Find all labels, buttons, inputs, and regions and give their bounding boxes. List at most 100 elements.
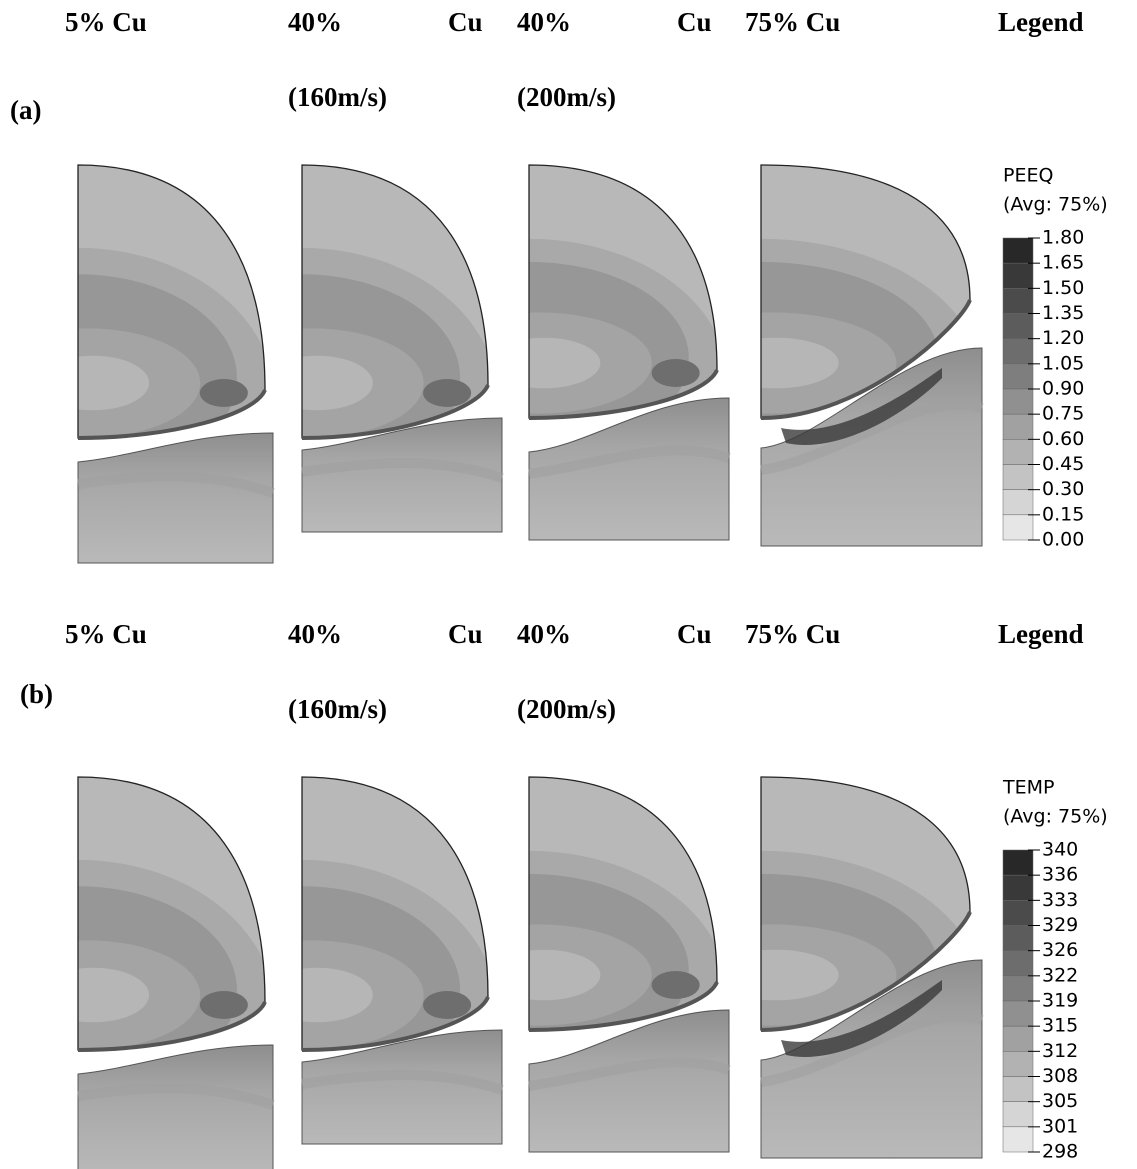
legend-label: 319 [1042, 990, 1078, 1012]
legend-label: 1.50 [1042, 277, 1084, 299]
substrate [301, 1029, 503, 1145]
legend-label: 333 [1042, 889, 1078, 911]
column-header: 40% [288, 619, 342, 649]
legend-label: 1.65 [1042, 252, 1084, 274]
panel-label: (b) [20, 679, 53, 709]
legend-label: 0.00 [1042, 529, 1084, 551]
contour-hot [651, 971, 700, 999]
legend-label: 1.80 [1042, 227, 1084, 249]
legend-label: 305 [1042, 1090, 1078, 1112]
panel: (b) 5% Cu 40% Cu (160m/s) 40% Cu (200m/s) 75% Cu… [20, 619, 1108, 1169]
substrate-band [528, 1057, 731, 1091]
hot-zone [781, 368, 942, 445]
contours [78, 859, 265, 1050]
legend-subtitle: (Avg: 75%) [1003, 806, 1108, 828]
column-header: Legend [998, 619, 1084, 649]
legend-swatch [1002, 1076, 1034, 1102]
legend-label: 0.60 [1042, 428, 1084, 450]
substrate-band [77, 471, 275, 498]
legend-label: 312 [1042, 1040, 1078, 1062]
legend-swatch [1002, 489, 1034, 516]
contours [78, 247, 265, 438]
legend-label: 1.05 [1042, 352, 1084, 374]
legend-label: 0.75 [1042, 403, 1084, 425]
legend-swatch [1002, 900, 1034, 926]
legend-swatch [1002, 237, 1034, 264]
contour-band [302, 967, 373, 1023]
substrate [77, 432, 274, 564]
column-header: Cu [448, 7, 483, 37]
contour-band [78, 274, 237, 438]
substrate [528, 397, 730, 541]
legend-label: 322 [1042, 964, 1078, 986]
rim [77, 389, 267, 440]
column-header: 40% [517, 7, 571, 37]
column-header: 40% [517, 619, 571, 649]
substrate [77, 1044, 274, 1169]
legend-label: 298 [1042, 1141, 1078, 1163]
legend-swatch [1002, 262, 1034, 289]
legend-label: 326 [1042, 939, 1078, 961]
legend-swatch [1002, 1101, 1034, 1128]
rim [528, 981, 719, 1032]
legend-swatch [1002, 439, 1034, 465]
rim [77, 1001, 267, 1052]
legend-swatch [1002, 388, 1034, 415]
column-header: Cu [677, 7, 712, 37]
legend-label: 315 [1042, 1015, 1078, 1037]
column-header: 5% Cu [65, 619, 147, 649]
contour-band [78, 886, 237, 1050]
legend-label: 336 [1042, 864, 1078, 886]
legend-swatch [1002, 1051, 1034, 1077]
column-subheader: (160m/s) [288, 82, 387, 112]
legend-swatch [1002, 413, 1034, 440]
panel-label: (a) [10, 95, 41, 125]
contour-hot [199, 379, 248, 407]
panel: (a) 5% Cu 40% Cu (160m/s) 40% Cu (200m/s) 75% Cu… [10, 7, 1108, 564]
column-header: 75% Cu [745, 619, 840, 649]
column-subheader: (200m/s) [517, 694, 616, 724]
contour-hot [423, 991, 472, 1019]
legend-label: 0.15 [1042, 503, 1084, 525]
column-header: Cu [677, 619, 712, 649]
legend-label: 308 [1042, 1065, 1078, 1087]
legend-label: 1.20 [1042, 327, 1084, 349]
contour-band [78, 967, 150, 1023]
legend-swatch [1002, 925, 1034, 951]
contour-hot [423, 379, 472, 407]
column-header: Legend [998, 7, 1084, 37]
legend-swatch [1002, 313, 1034, 339]
substrate-band [301, 457, 504, 483]
substrate [301, 417, 503, 533]
legend-swatch [1002, 1025, 1034, 1052]
legend-label: 329 [1042, 914, 1078, 936]
rim [760, 911, 972, 1032]
rim [760, 299, 972, 420]
contour-band [529, 337, 601, 389]
substrate-band [77, 1083, 275, 1110]
substrate-band [301, 1069, 504, 1095]
contour-band [78, 355, 150, 411]
legend-swatch [1002, 975, 1034, 1002]
column-header: 40% [288, 7, 342, 37]
contour-band [761, 949, 839, 1001]
contour-hot [651, 359, 700, 387]
legend-subtitle: (Avg: 75%) [1003, 194, 1108, 216]
substrate-band [760, 399, 984, 475]
contour-band [302, 355, 373, 411]
legend-label: 0.45 [1042, 453, 1084, 475]
legend-swatch [1002, 1126, 1034, 1153]
contour-band [761, 337, 839, 389]
legend-swatch [1002, 338, 1034, 365]
column-header: 75% Cu [745, 7, 840, 37]
column-subheader: (160m/s) [288, 694, 387, 724]
legend-swatch [1002, 514, 1034, 541]
legend-title: PEEQ [1003, 165, 1053, 187]
legend-label: 340 [1042, 839, 1078, 861]
legend-swatch [1002, 464, 1034, 490]
contour-hot [199, 991, 248, 1019]
column-subheader: (200m/s) [517, 82, 616, 112]
hot-zone [781, 980, 942, 1057]
legend-swatch [1002, 363, 1034, 390]
